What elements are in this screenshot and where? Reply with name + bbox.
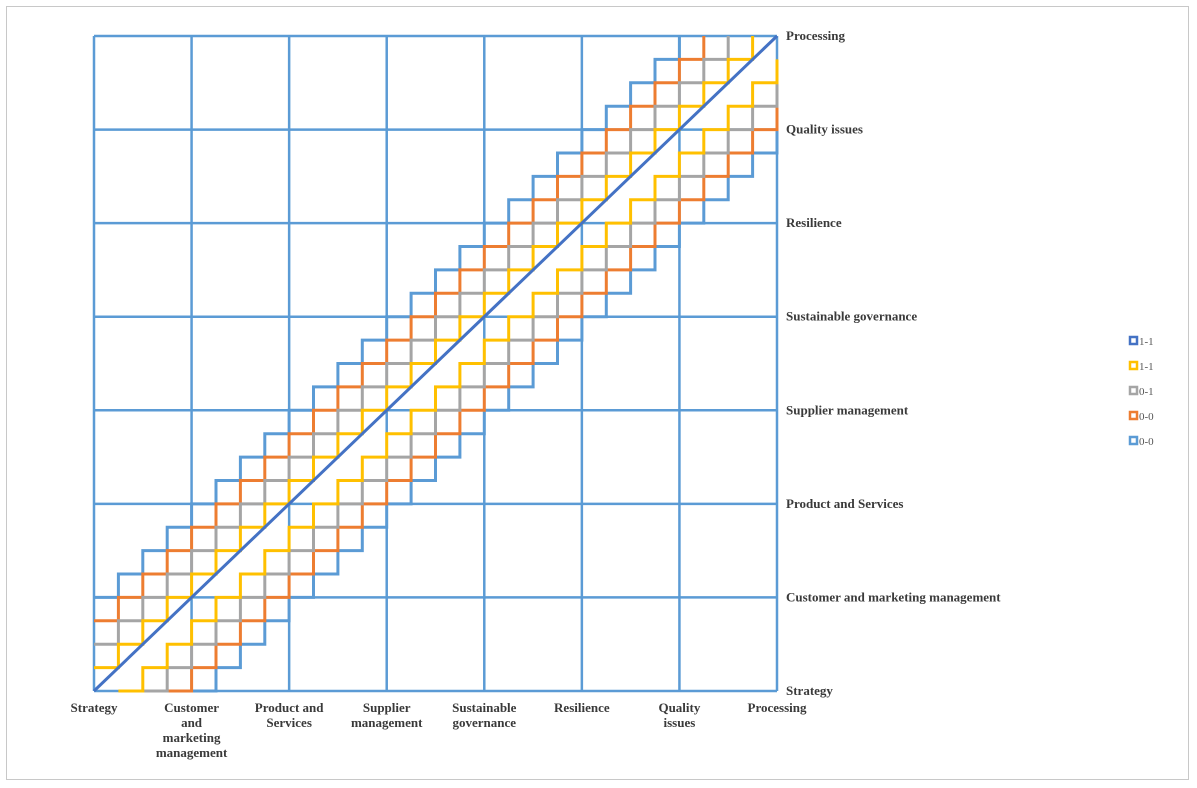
legend-swatch <box>1128 410 1139 421</box>
series-line <box>94 36 706 623</box>
legend-swatch <box>1128 335 1139 346</box>
y-tick-label: Customer and marketing management <box>786 589 1001 604</box>
x-tick-label: Strategy <box>71 700 118 715</box>
x-tick-label: management <box>351 715 423 730</box>
x-axis-ticks: Strategy CustomerandmarketingmanagementPr… <box>71 700 807 760</box>
x-tick-label: Sustainable <box>452 700 517 715</box>
x-tick-label: and <box>181 715 203 730</box>
legend-label: 0-0 <box>1139 436 1154 448</box>
y-tick-label: Sustainable governance <box>786 309 917 324</box>
y-axis-ticks: Strategy Customer and marketing managemen… <box>786 28 1001 698</box>
x-tick-label: Quality <box>658 700 700 715</box>
y-tick-label: Strategy <box>786 683 833 698</box>
x-tick-label: management <box>156 745 228 760</box>
legend-swatch <box>1128 360 1139 371</box>
y-tick-label: Supplier management <box>786 402 909 417</box>
legend-swatch <box>1128 435 1139 446</box>
legend-swatch <box>1128 385 1139 396</box>
series-line <box>94 36 730 646</box>
legend-label: 0-1 <box>1139 386 1154 398</box>
legend-label: 1-1 <box>1139 336 1154 348</box>
x-tick-label: Product and <box>255 700 325 715</box>
y-tick-label: Resilience <box>786 215 842 230</box>
y-tick-label: Product and Services <box>786 496 903 511</box>
x-tick-label: Customer <box>164 700 219 715</box>
series-line <box>92 34 779 693</box>
x-tick-label: governance <box>453 715 517 730</box>
legend-label: 0-0 <box>1139 411 1154 423</box>
x-tick-label: Processing <box>748 700 807 715</box>
x-tick-label: marketing <box>163 730 221 745</box>
y-tick-label: Processing <box>786 28 845 43</box>
x-tick-label: Services <box>266 715 311 730</box>
x-tick-label: Supplier <box>363 700 411 715</box>
x-tick-label: Resilience <box>554 700 610 715</box>
legend: 1-1 1-1 0-1 0-0 0-0 <box>1128 335 1154 448</box>
series-layer <box>92 34 779 693</box>
y-tick-label: Quality issues <box>786 122 863 137</box>
legend-label: 1-1 <box>1139 361 1154 373</box>
x-tick-label: issues <box>664 715 696 730</box>
series-line <box>167 106 779 693</box>
series-line <box>94 36 681 599</box>
series-line <box>118 59 779 693</box>
chart-frame <box>6 6 1189 780</box>
